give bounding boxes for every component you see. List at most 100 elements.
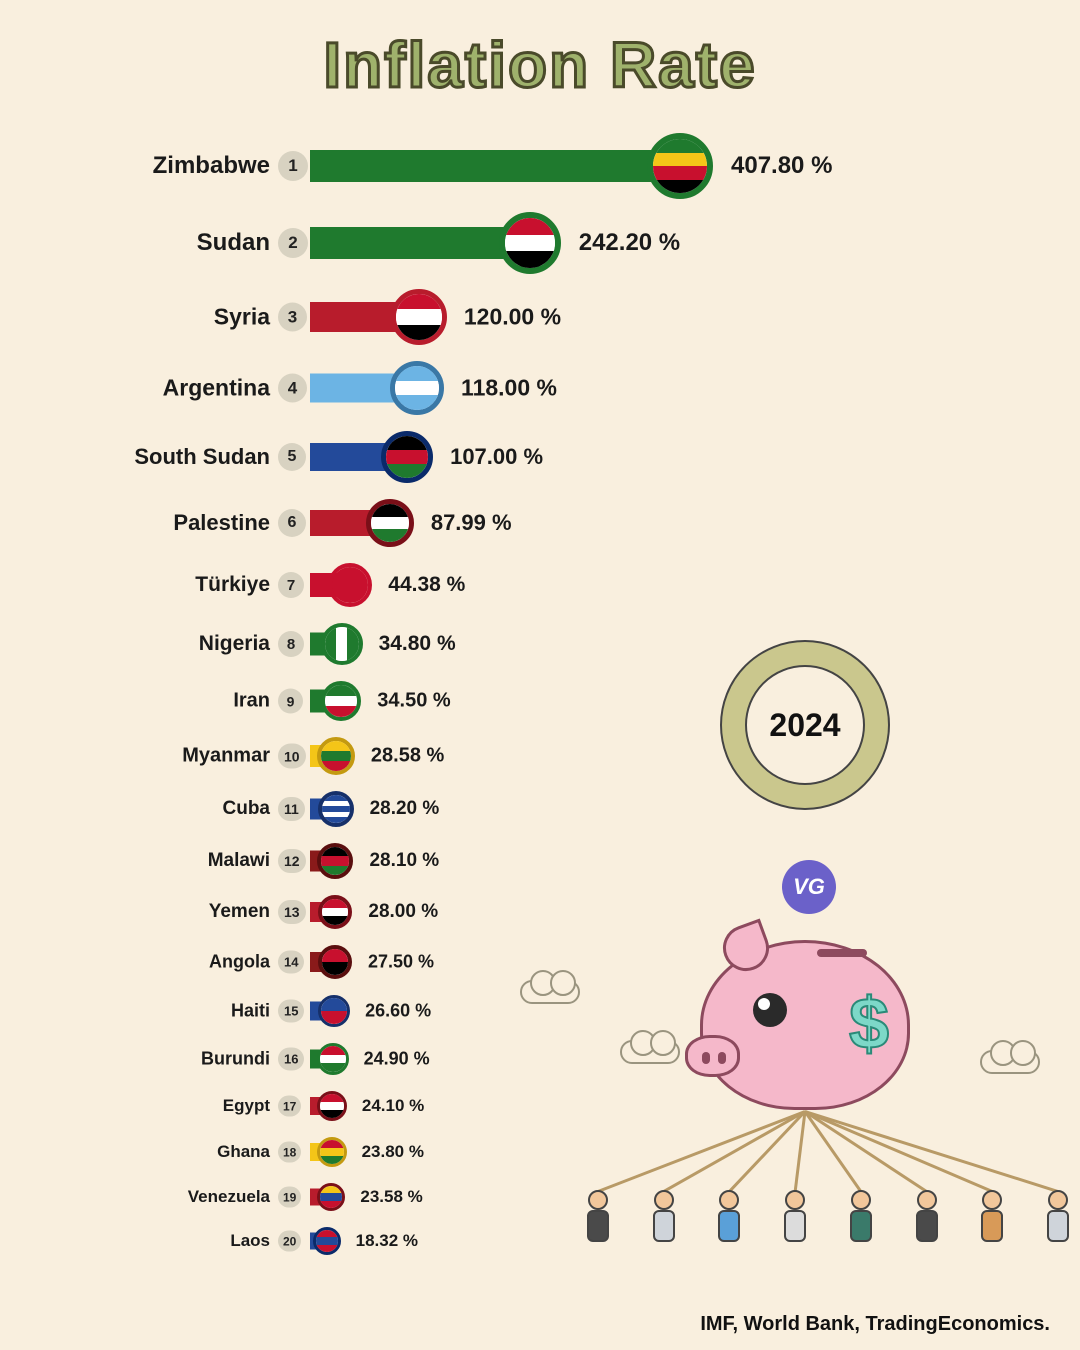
rank-pill: 8: [278, 631, 304, 657]
value-label: 242.20 %: [579, 229, 680, 257]
flag-icon: [313, 1227, 341, 1255]
country-label: Haiti: [231, 1001, 270, 1022]
rank-pill: 6: [278, 509, 306, 537]
rank-pill: 2: [278, 228, 308, 258]
country-label: Cuba: [223, 798, 271, 820]
value-label: 28.20 %: [370, 798, 440, 820]
country-label: Nigeria: [199, 632, 270, 656]
country-label: Zimbabwe: [153, 152, 270, 180]
chart-row: Yemen1328.00 %: [0, 890, 1080, 934]
rope-icon: [805, 1110, 1059, 1193]
year-badge: 2024: [720, 640, 890, 810]
country-label: Egypt: [223, 1096, 270, 1116]
flag-icon: [390, 361, 444, 415]
country-label: Laos: [230, 1231, 270, 1251]
value-label: 28.00 %: [368, 901, 438, 923]
value-label: 118.00 %: [461, 375, 557, 402]
value-label: 407.80 %: [731, 152, 832, 180]
flag-icon: [318, 791, 354, 827]
rank-pill: 13: [278, 900, 306, 924]
rank-pill: 17: [278, 1096, 301, 1117]
rank-pill: 19: [278, 1187, 301, 1208]
bar: [310, 227, 530, 259]
flag-icon: [317, 843, 353, 879]
chart-row: Nigeria 8 34.80 %: [0, 618, 1080, 670]
flag-icon: [328, 563, 372, 607]
value-label: 28.58 %: [371, 745, 444, 768]
person-icon: [843, 1190, 879, 1260]
rank-pill: 9: [278, 689, 303, 714]
rank-pill: 20: [278, 1231, 301, 1252]
bar: [310, 150, 680, 182]
rank-pill: 1: [278, 151, 308, 181]
chart-row: Zimbabwe 1 407.80 %: [0, 130, 1080, 202]
value-label: 107.00 %: [450, 444, 543, 470]
flag-icon: [317, 1043, 349, 1075]
person-icon: [909, 1190, 945, 1260]
flag-icon: [321, 681, 361, 721]
rank-pill: 5: [278, 443, 306, 471]
chart-row: South Sudan 5 107.00 %: [0, 426, 1080, 488]
flag-icon: [317, 1091, 347, 1121]
rope-icon: [597, 1110, 805, 1193]
rank-pill: 10: [278, 744, 306, 769]
country-label: Sudan: [197, 229, 270, 257]
country-label: Iran: [233, 690, 270, 713]
value-label: 27.50 %: [368, 952, 434, 973]
value-label: 26.60 %: [365, 1001, 431, 1022]
rank-pill: 14: [278, 951, 304, 974]
chart-row: Argentina4118.00 %: [0, 356, 1080, 420]
person-icon: [777, 1190, 813, 1260]
cloud-icon: [980, 1050, 1040, 1074]
piggy-bank-icon: $: [700, 940, 910, 1110]
chart-row: Sudan 2 242.20 %: [0, 208, 1080, 278]
source-label: IMF, World Bank, TradingEconomics.: [700, 1313, 1050, 1336]
value-label: 23.80 %: [362, 1142, 424, 1162]
flag-icon: [317, 737, 355, 775]
value-label: 34.80 %: [379, 632, 456, 656]
chart-row: Myanmar 10 28.58 %: [0, 732, 1080, 780]
chart-row: Türkiye 7 44.38 %: [0, 558, 1080, 612]
country-label: Türkiye: [195, 573, 270, 597]
rank-pill: 18: [278, 1142, 301, 1163]
value-label: 24.90 %: [364, 1049, 430, 1070]
country-label: Myanmar: [182, 745, 270, 768]
country-label: Ghana: [217, 1142, 270, 1162]
value-label: 44.38 %: [388, 573, 465, 597]
value-label: 34.50 %: [377, 690, 450, 713]
chart-row: Malawi1228.10 %: [0, 838, 1080, 884]
person-icon: [974, 1190, 1010, 1260]
person-icon: [646, 1190, 682, 1260]
value-label: 120.00 %: [464, 304, 561, 331]
rank-pill: 15: [278, 1000, 304, 1023]
rank-pill: 11: [278, 797, 305, 821]
rank-pill: 3: [278, 303, 307, 332]
country-label: South Sudan: [134, 444, 270, 470]
flag-icon: [317, 1137, 347, 1167]
cloud-icon: [620, 1040, 680, 1064]
cloud-icon: [520, 980, 580, 1004]
brand-logo: VG: [782, 860, 836, 914]
rope-icon: [663, 1110, 806, 1193]
person-icon: [711, 1190, 747, 1260]
flag-icon: [391, 289, 447, 345]
flag-icon: [318, 895, 352, 929]
value-label: 24.10 %: [362, 1096, 424, 1116]
country-label: Argentina: [163, 375, 270, 402]
country-label: Angola: [209, 952, 270, 973]
person-icon: [1040, 1190, 1076, 1260]
value-label: 18.32 %: [356, 1231, 418, 1251]
chart-row: Iran 9 34.50 %: [0, 676, 1080, 726]
year-label: 2024: [745, 665, 865, 785]
chart-row: Syria3120.00 %: [0, 284, 1080, 350]
flag-icon: [381, 431, 433, 483]
country-label: Malawi: [208, 850, 270, 872]
value-label: 23.58 %: [360, 1187, 422, 1207]
rank-pill: 7: [278, 572, 304, 598]
flag-icon: [647, 133, 713, 199]
flag-icon: [317, 1183, 345, 1211]
chart-row: Palestine687.99 %: [0, 494, 1080, 552]
country-label: Palestine: [173, 510, 270, 536]
person-icon: [580, 1190, 616, 1260]
rank-pill: 16: [278, 1048, 304, 1071]
